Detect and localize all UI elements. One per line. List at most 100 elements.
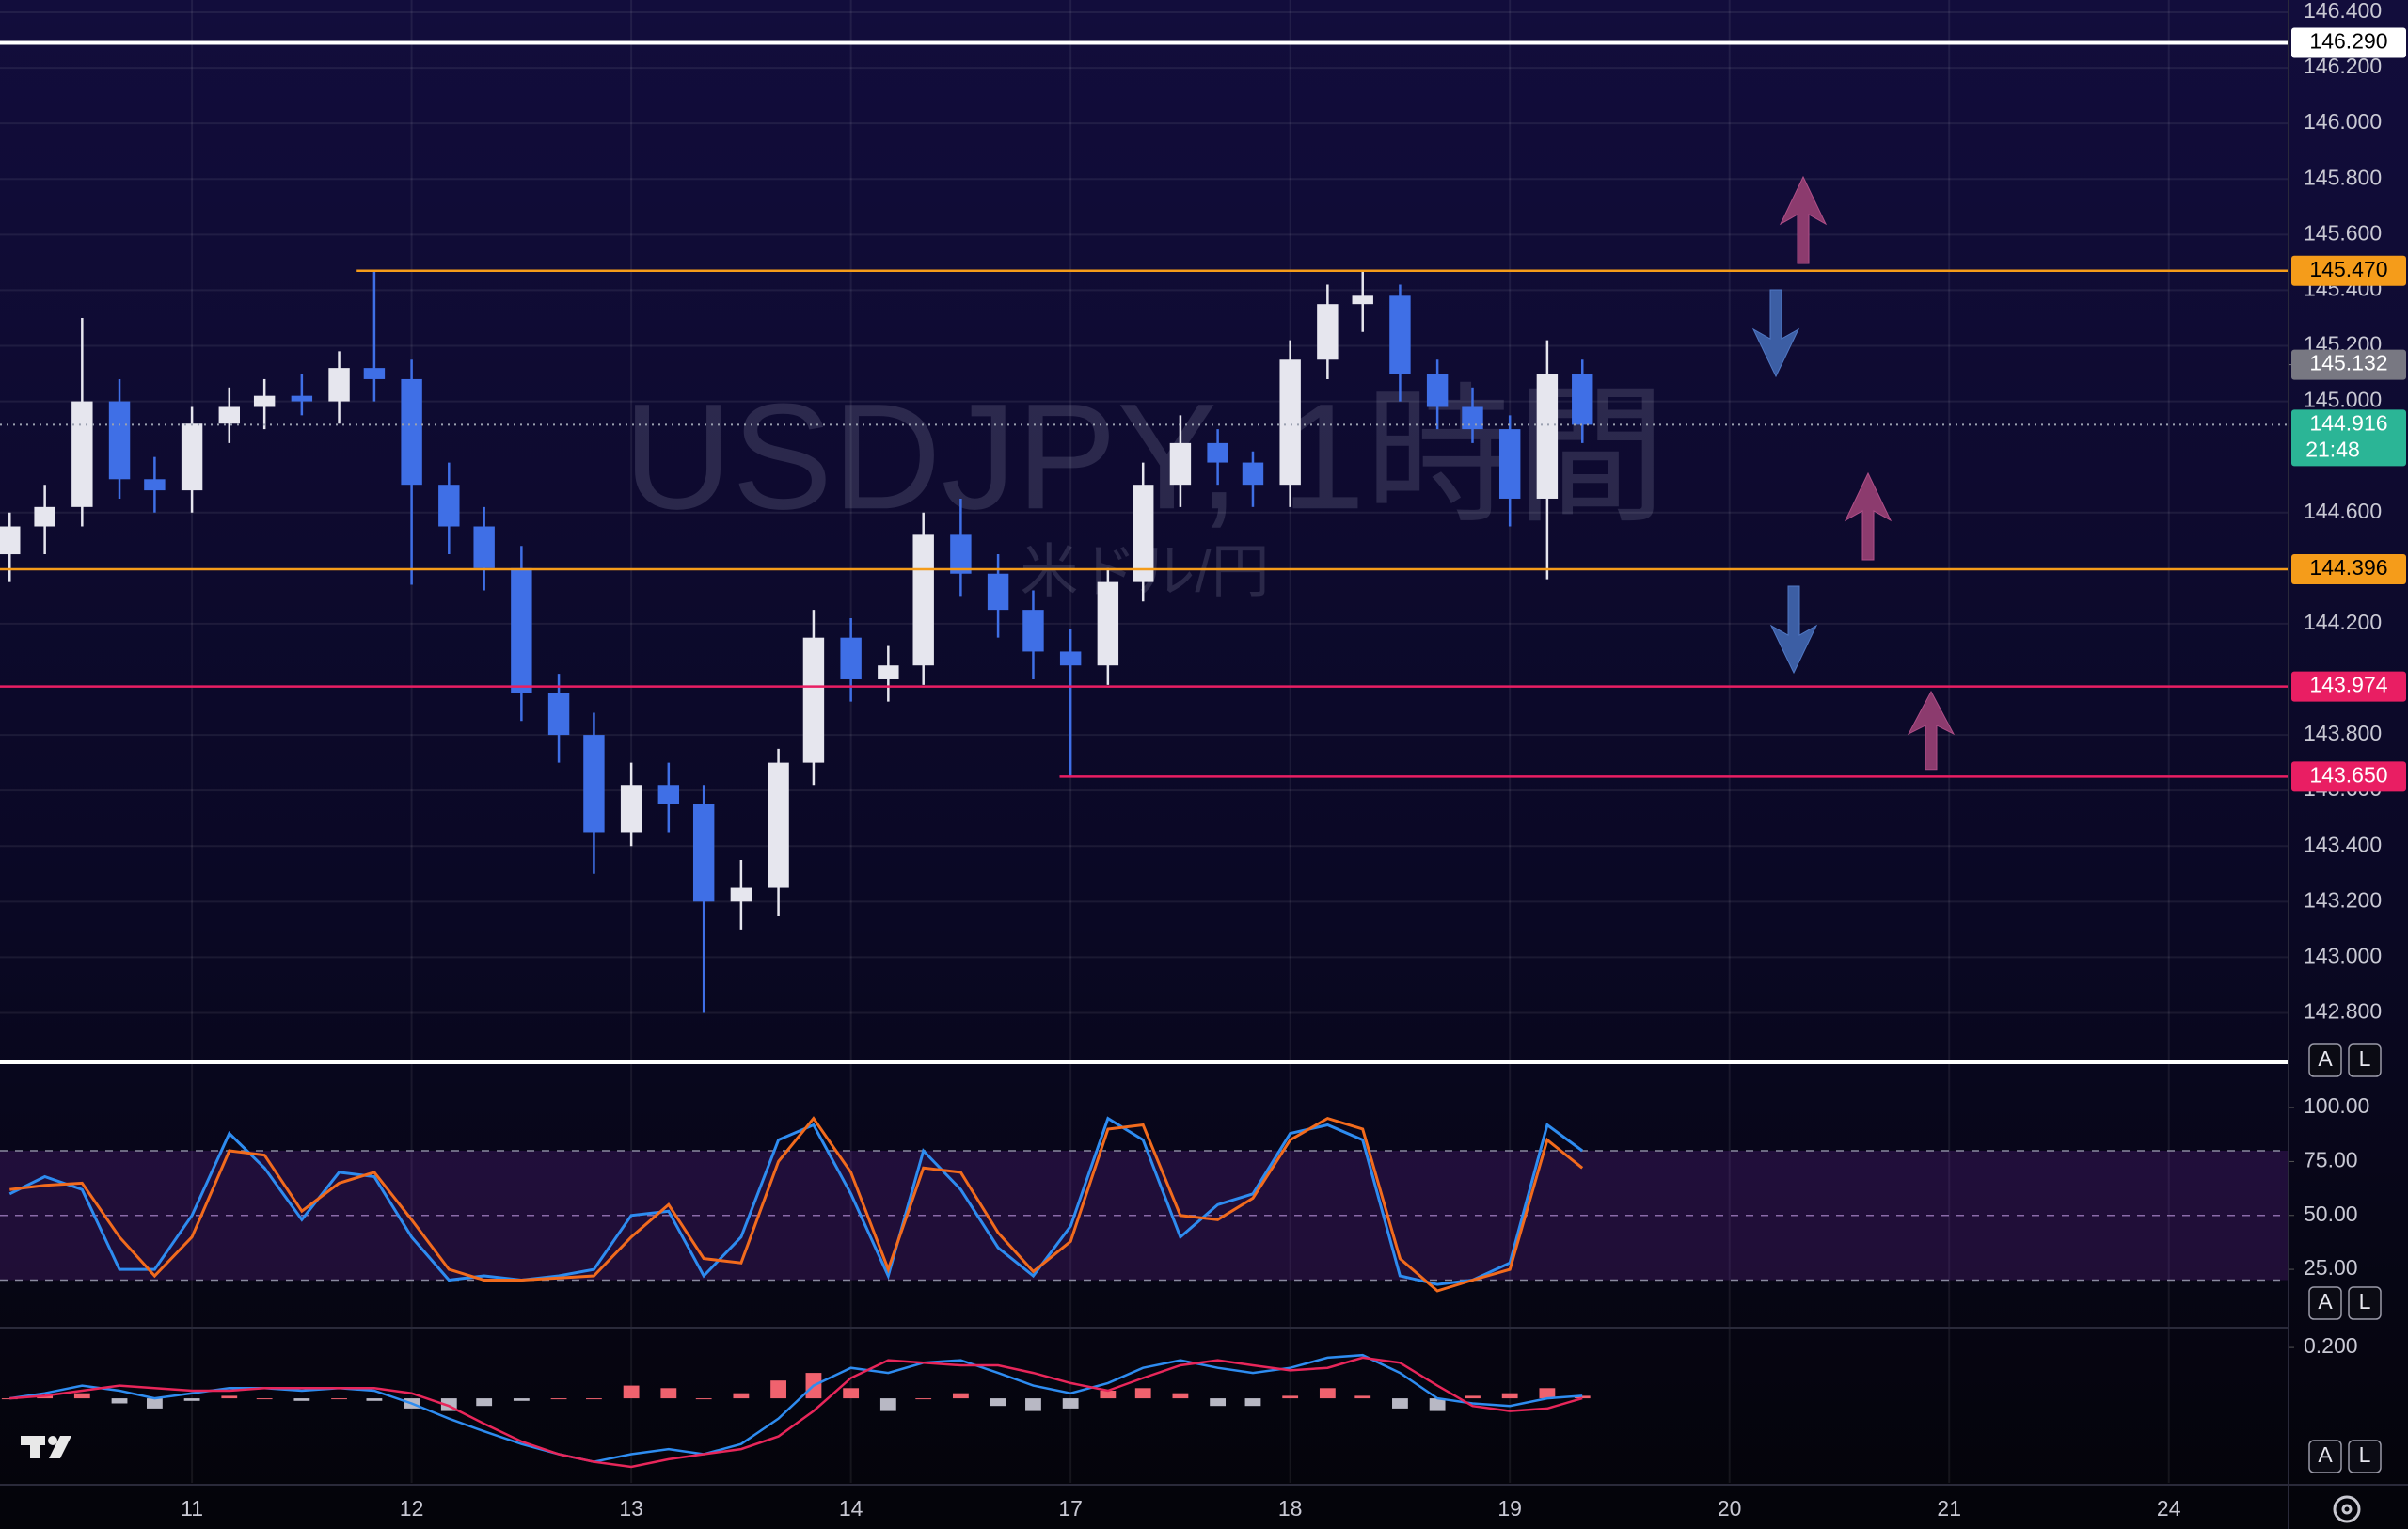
pane-button-label[interactable]: A (2318, 1289, 2333, 1314)
logo-part (49, 1436, 71, 1458)
histogram-bar (1539, 1388, 1556, 1399)
pane-button-label[interactable]: A (2318, 1442, 2333, 1467)
candle-body (950, 534, 972, 574)
y-tick-label: 144.600 (2304, 499, 2382, 523)
y-tick-label: 145.000 (2304, 388, 2382, 412)
histogram-bar (770, 1380, 786, 1399)
histogram-bar (915, 1398, 932, 1400)
price-level-badge (2291, 761, 2406, 792)
candle-body (363, 368, 386, 379)
candle-body (218, 406, 240, 424)
candle-body (34, 506, 55, 527)
y-tick-label: 100.00 (2304, 1093, 2369, 1118)
histogram-bar (1501, 1393, 1518, 1399)
candle-body (1059, 651, 1082, 666)
x-tick-label: 18 (1278, 1496, 1303, 1521)
x-tick-label: 12 (400, 1496, 424, 1521)
candle-body (1352, 295, 1373, 305)
histogram-bar (1062, 1398, 1079, 1409)
histogram-bar (660, 1388, 677, 1399)
histogram-bar (1210, 1398, 1227, 1407)
x-tick-label: 13 (619, 1496, 643, 1521)
histogram-bar (331, 1398, 347, 1400)
oscillator-line (8, 1116, 1584, 1286)
y-tick-label: 143.200 (2304, 887, 2382, 912)
candle-body (181, 423, 203, 491)
candle-body (802, 637, 825, 763)
pane-button[interactable] (2308, 1043, 2342, 1077)
candle-body (1572, 374, 1593, 425)
logo-part (48, 1436, 57, 1445)
histogram-bar (183, 1398, 200, 1401)
price-level-label: 146.290 (2309, 29, 2387, 54)
pane-button[interactable] (2308, 1286, 2342, 1320)
candle-body (730, 887, 752, 902)
pane-button-label[interactable]: L (2359, 1289, 2371, 1314)
pane-button[interactable] (2348, 1286, 2382, 1320)
pane-button[interactable] (2348, 1043, 2382, 1077)
y-tick-label: 145.600 (2304, 220, 2382, 245)
x-tick-label: 11 (181, 1496, 203, 1521)
x-tick-label: 17 (1058, 1496, 1083, 1521)
y-tick-label: 145.800 (2304, 165, 2382, 189)
pane-button-label[interactable]: L (2359, 1442, 2371, 1467)
histogram-bar (1574, 1395, 1591, 1399)
y-tick-label: 144.200 (2304, 610, 2382, 634)
histogram-bar (111, 1398, 128, 1404)
candle-body (912, 534, 934, 666)
y-tick-label: 143.800 (2304, 721, 2382, 745)
candle-body (401, 378, 422, 486)
x-tick-label: 14 (839, 1496, 863, 1521)
y-tick-label: 0.200 (2304, 1333, 2358, 1358)
candle-body (1133, 485, 1154, 582)
candle-body (657, 785, 680, 804)
x-tick-label: 24 (2157, 1496, 2181, 1521)
tradingview-logo (21, 1436, 71, 1458)
candle-body (71, 401, 93, 507)
candle-body (1097, 581, 1119, 666)
histogram-bar (843, 1388, 860, 1399)
pane-button-label[interactable]: L (2359, 1046, 2371, 1071)
histogram-bar (550, 1398, 567, 1400)
price-marker-badge (2291, 349, 2406, 380)
histogram-bar (1244, 1398, 1261, 1407)
histogram-bar (1429, 1398, 1446, 1411)
candle-body (878, 665, 899, 679)
histogram-bar (1319, 1388, 1336, 1399)
candle-body (438, 485, 460, 527)
settings-icon[interactable] (2333, 1495, 2361, 1523)
logo-part (30, 1436, 40, 1458)
price-level-badge (2291, 554, 2406, 585)
candle-body (692, 804, 715, 902)
pane-button[interactable] (2308, 1440, 2342, 1473)
y-tick-label: 25.00 (2304, 1255, 2358, 1280)
gear[interactable] (2333, 1495, 2361, 1523)
candle-body (620, 785, 642, 833)
histogram-bar (256, 1398, 273, 1400)
price-level-label: 143.974 (2309, 673, 2387, 697)
candle-body (1022, 610, 1044, 652)
candle-body (547, 693, 570, 736)
oscillator-line (9, 1116, 1584, 1293)
histogram-bar (1392, 1398, 1408, 1409)
gear-hub[interactable] (2341, 1504, 2353, 1515)
candle-body (473, 526, 495, 568)
pane-button[interactable] (2348, 1440, 2382, 1473)
candle-body (987, 573, 1009, 611)
macd-line (9, 1356, 1583, 1469)
pane-button-label[interactable]: A (2318, 1046, 2333, 1071)
x-tick-label: 20 (1718, 1496, 1742, 1521)
y-tick-label: 146.000 (2304, 109, 2382, 134)
price-level-label: 145.470 (2309, 257, 2387, 281)
histogram-bar (1, 1398, 18, 1400)
histogram-bar (293, 1398, 310, 1401)
candle-body (108, 401, 131, 480)
histogram-bar (1465, 1395, 1481, 1399)
x-tick-label: 19 (1497, 1496, 1522, 1521)
candle-body (253, 395, 276, 407)
histogram-bar (1134, 1388, 1151, 1399)
candle-body (144, 479, 166, 491)
histogram-bar (146, 1398, 163, 1409)
